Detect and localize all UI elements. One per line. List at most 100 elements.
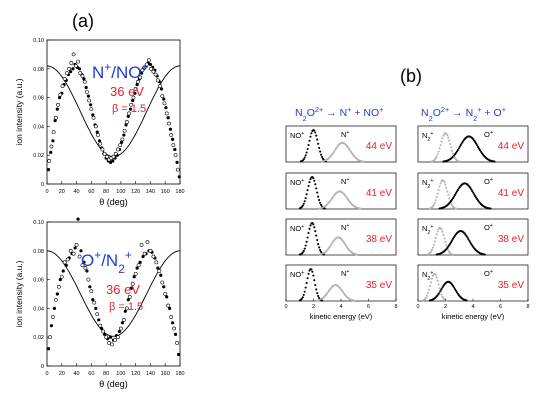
data-point-filled	[88, 103, 93, 107]
peak-dot-black	[465, 299, 468, 302]
data-point-filled	[122, 133, 126, 137]
peak-dot-gray	[428, 285, 432, 288]
data-point-open	[173, 153, 178, 158]
plot-frame	[46, 39, 181, 185]
energy-label: 38 eV	[498, 234, 524, 245]
x-tick-label: 2	[444, 304, 447, 310]
peak-dot-black	[314, 131, 317, 134]
peak-dot-black	[306, 236, 309, 239]
peak-dot-gray	[429, 281, 432, 284]
x-tick-label: 0	[284, 304, 287, 310]
peak-dot-black	[469, 241, 472, 244]
peak-dot-gray	[359, 207, 362, 210]
data-point-open	[86, 277, 91, 282]
data-point-open	[49, 144, 54, 149]
data-point-filled	[61, 269, 65, 273]
right-ion-label: O+	[484, 269, 493, 278]
peak-dot-gray	[434, 236, 437, 240]
data-point-open	[162, 101, 167, 106]
peak-dot-gray	[436, 279, 439, 282]
peak-dot-black	[316, 238, 319, 242]
data-point-filled	[57, 96, 62, 100]
y-tick-label: 0	[41, 182, 44, 188]
data-point-filled	[156, 266, 160, 270]
data-point-filled	[97, 139, 102, 143]
data-point-open	[127, 111, 131, 116]
peak-dot-gray	[445, 299, 448, 302]
peak-dot-black	[468, 239, 471, 242]
y-tick-label: 0.10	[33, 38, 44, 44]
peak-dot-gray	[436, 192, 439, 195]
data-point-filled	[162, 285, 166, 289]
peak-dot-gray	[426, 291, 430, 295]
y-tick-label: 0.06	[33, 96, 44, 102]
peak-dot-black	[320, 153, 323, 156]
peak-dot-black	[320, 299, 324, 302]
peak-dot-black	[307, 231, 310, 235]
data-point-open	[157, 269, 162, 273]
data-point-filled	[51, 139, 55, 143]
peak-dot-black	[315, 234, 318, 237]
peak-dot-gray	[436, 153, 439, 156]
peak-dot-gray	[441, 230, 444, 233]
y-tick-label: 0.08	[33, 67, 44, 73]
data-point-open	[89, 289, 94, 294]
data-point-open	[53, 297, 58, 302]
data-point-open	[56, 102, 60, 107]
peak-dot-gray	[434, 157, 437, 160]
data-point-open	[139, 243, 144, 247]
spectrum-frame	[285, 125, 397, 163]
peak-dot-gray	[442, 179, 445, 182]
data-point-filled	[64, 263, 68, 267]
peak-dot-gray	[434, 199, 437, 202]
peak-dot-gray	[438, 185, 441, 188]
energy-label: 36 eV	[110, 84, 144, 99]
x-tick-label: 100	[116, 189, 125, 195]
data-point-open	[175, 341, 179, 345]
peak-dot-gray	[343, 241, 346, 244]
peak-dot-black	[452, 195, 456, 198]
peak-dot-black	[319, 150, 322, 153]
data-point-open	[73, 64, 78, 68]
data-point-open	[140, 68, 145, 73]
peak-dot-black	[469, 186, 472, 190]
data-point-open	[76, 59, 80, 64]
y-tick-label: 0.10	[33, 220, 44, 226]
peak-dot-gray	[441, 295, 444, 298]
data-point-open	[51, 130, 56, 135]
peak-dot-gray	[425, 296, 428, 299]
data-point-filled	[162, 97, 166, 101]
peak-dot-gray	[446, 134, 449, 137]
data-point-filled	[79, 249, 83, 253]
data-point-open	[67, 66, 72, 71]
x-tick-label: 2	[312, 304, 315, 310]
x-axis-label: θ (deg)	[99, 379, 128, 389]
plot-title: N+/NO+	[92, 60, 148, 82]
left-ion-label: N2+	[422, 178, 433, 190]
right-ion-label: O+	[484, 130, 493, 139]
left-ion-label: NO+	[290, 178, 304, 187]
x-tick-label: 0	[45, 371, 48, 377]
data-point-filled	[111, 159, 115, 163]
peak-dot-gray	[442, 134, 445, 137]
peak-dot-gray	[452, 152, 455, 155]
peak-dot-black	[307, 272, 310, 275]
data-point-open	[96, 133, 100, 137]
data-point-filled	[159, 273, 163, 277]
data-point-open	[124, 306, 129, 311]
peak-dot-black	[457, 147, 460, 150]
peak-dot-gray	[440, 228, 443, 231]
peak-dot-black	[306, 277, 309, 280]
x-tick-label: 180	[175, 189, 184, 195]
left-ion-label: NO+	[290, 131, 304, 140]
peak-dot-black	[452, 237, 455, 240]
peak-dot-black	[318, 198, 321, 202]
peak-dot-black	[306, 147, 309, 151]
plots-group: 0 20 40 60 80 100 120 140 160 18000.020.040.060.0…	[14, 38, 530, 389]
peak-dot-gray	[440, 293, 443, 296]
right-ion-label: N+	[341, 130, 350, 139]
peak-dot-gray	[431, 246, 434, 249]
y-tick-label: 0.02	[33, 153, 44, 159]
data-point-filled	[55, 292, 59, 296]
data-point-filled	[46, 347, 51, 351]
